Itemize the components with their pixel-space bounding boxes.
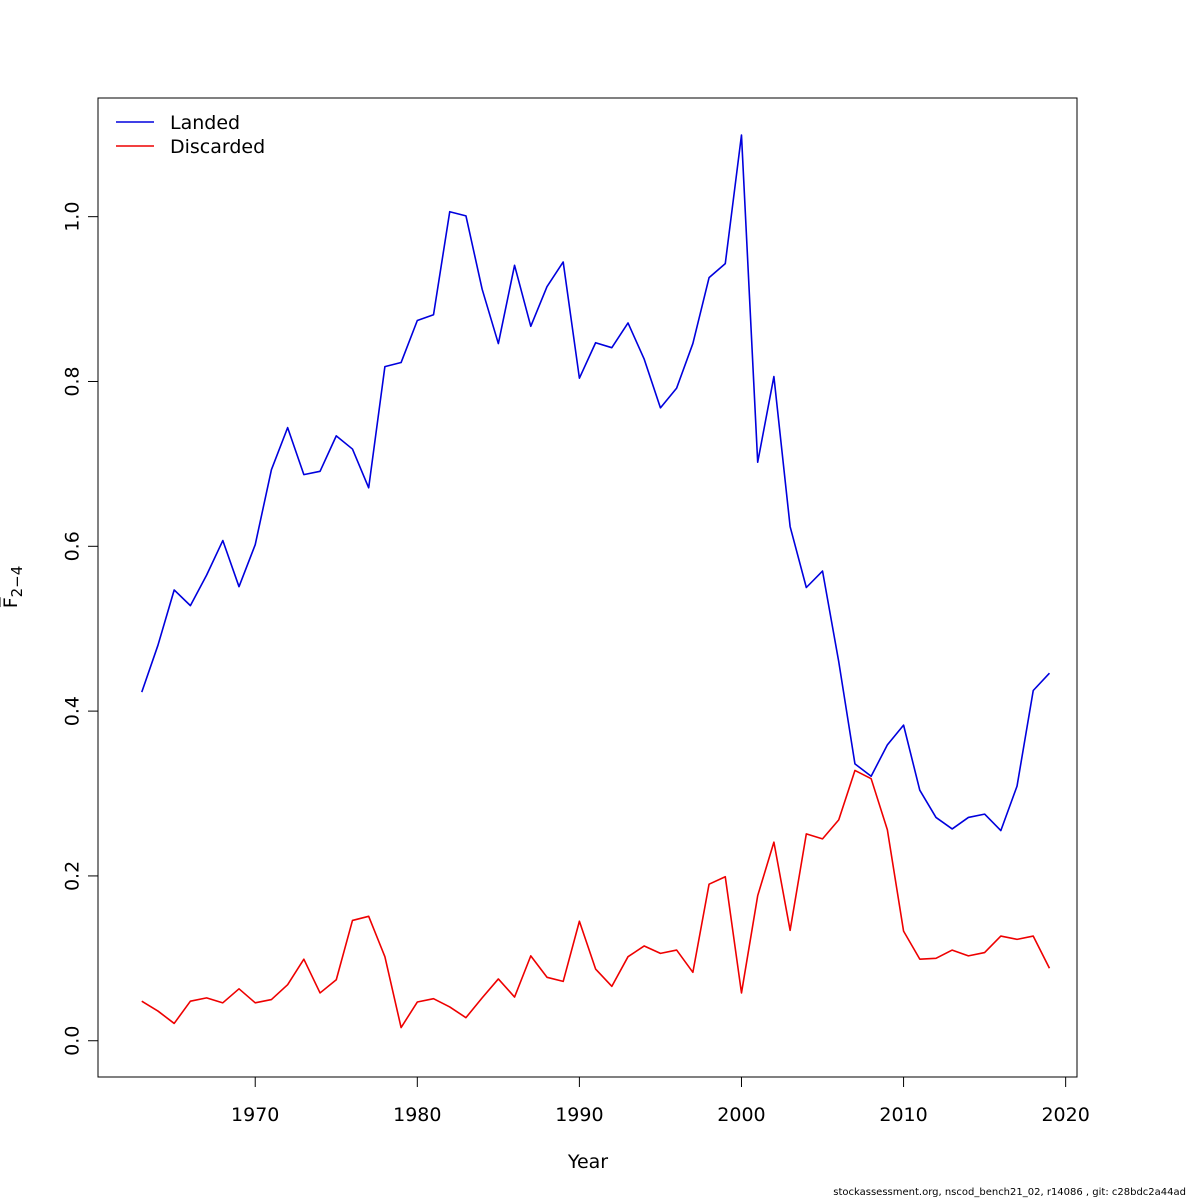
y-axis: 0.0 0.2 0.4 0.6 0.8 1.0 — [62, 202, 99, 1056]
x-tick-label: 1980 — [393, 1104, 441, 1126]
series-lines — [141, 134, 1051, 1029]
y-tick-label: 1.0 — [62, 202, 84, 232]
svg-text:F̅2−4: F̅2−4 — [0, 566, 26, 609]
legend-label-discarded: Discarded — [170, 136, 265, 158]
legend-label-landed: Landed — [170, 112, 240, 134]
x-axis: 1970 1980 1990 2000 2010 2020 — [231, 1076, 1090, 1126]
footer-credit: stockassessment.org, nscod_bench21_02, r… — [833, 1187, 1186, 1198]
y-axis-title: F̅2−4 — [0, 566, 26, 609]
x-tick-label: 2010 — [879, 1104, 927, 1126]
y-axis-title-main: F̅ — [0, 596, 22, 608]
y-tick-label: 0.2 — [62, 861, 84, 891]
y-tick-label: 0.0 — [62, 1026, 84, 1056]
x-tick-label: 2000 — [717, 1104, 765, 1126]
y-tick-label: 0.4 — [62, 696, 84, 726]
x-tick-label: 1990 — [555, 1104, 603, 1126]
x-axis-title: Year — [567, 1151, 608, 1173]
x-tick-label: 1970 — [231, 1104, 279, 1126]
y-tick-label: 0.6 — [62, 531, 84, 561]
y-axis-title-subscript: 2−4 — [8, 566, 26, 598]
series-line-discarded — [141, 769, 1051, 1029]
x-tick-label: 2020 — [1041, 1104, 1089, 1126]
series-line-landed — [141, 134, 1051, 832]
plot-frame — [97, 97, 1078, 1078]
y-tick-label: 0.8 — [62, 366, 84, 396]
